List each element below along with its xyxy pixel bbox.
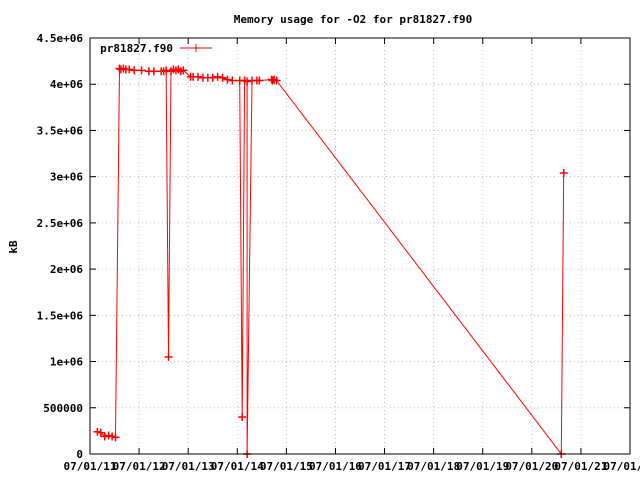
data-point [108,432,117,441]
x-tick-label: 07/01/20 [505,460,558,473]
y-tick-label: 2e+06 [50,263,83,276]
x-tick-label: 07/01/17 [358,460,411,473]
data-point [194,72,202,81]
y-tick-label: 500000 [43,402,83,415]
x-tick-label: 07/01/14 [211,460,264,473]
data-point [104,431,113,440]
y-tick-label: 3.5e+06 [37,124,84,137]
data-point [243,77,252,86]
data-point [218,73,227,82]
data-point [238,413,247,422]
data-point [208,73,217,82]
y-tick-label: 0 [76,448,83,461]
x-tick-label: 07/01/18 [407,460,460,473]
ticks-layer: 0 500000 1e+06 1.5e+06 2e+06 2.5e+06 3e+06 3.5e… [37,32,640,473]
x-tick-label: 07/01/11 [64,460,117,473]
data-point [100,432,109,441]
data-point [125,65,134,74]
grid-layer [90,38,630,454]
data-point [228,76,237,85]
y-tick-label: 2.5e+06 [37,217,84,230]
data-point [93,427,102,436]
data-point [111,433,120,442]
data-point [96,428,105,437]
y-axis-label: kB [7,240,20,254]
x-tick-label: 07/01/12 [113,460,166,473]
data-point [162,66,171,75]
data-point [164,352,173,361]
data-point [255,76,264,85]
x-tick-label: 07/01/21 [554,460,607,473]
y-tick-label: 4.5e+06 [37,32,84,45]
y-tick-label: 3e+06 [50,171,83,184]
x-tick-label: 07/01/13 [162,460,215,473]
data-point [559,168,568,177]
y-tick-label: 4e+06 [50,78,83,91]
series-line [97,67,565,456]
y-tick-label: 1.5e+06 [37,309,84,322]
y-tick-label: 1e+06 [50,356,83,369]
data-point [213,72,222,81]
data-point [149,67,158,76]
x-tick-label: 07/01/15 [260,460,313,473]
x-tick-label: 07/01/22 [604,460,640,473]
data-point [223,75,232,84]
legend: pr81827.f90 [100,42,212,55]
x-tick-label: 07/01/19 [456,460,509,473]
chart-title: Memory usage for -O2 for pr81827.f90 [234,13,472,26]
x-tick-label: 07/01/16 [309,460,362,473]
data-point [130,66,139,75]
data-point [179,66,188,75]
legend-label: pr81827.f90 [100,42,173,55]
data-point [272,76,281,85]
data-point [137,66,146,75]
plot-frame [89,37,631,455]
series-layer [93,64,568,458]
